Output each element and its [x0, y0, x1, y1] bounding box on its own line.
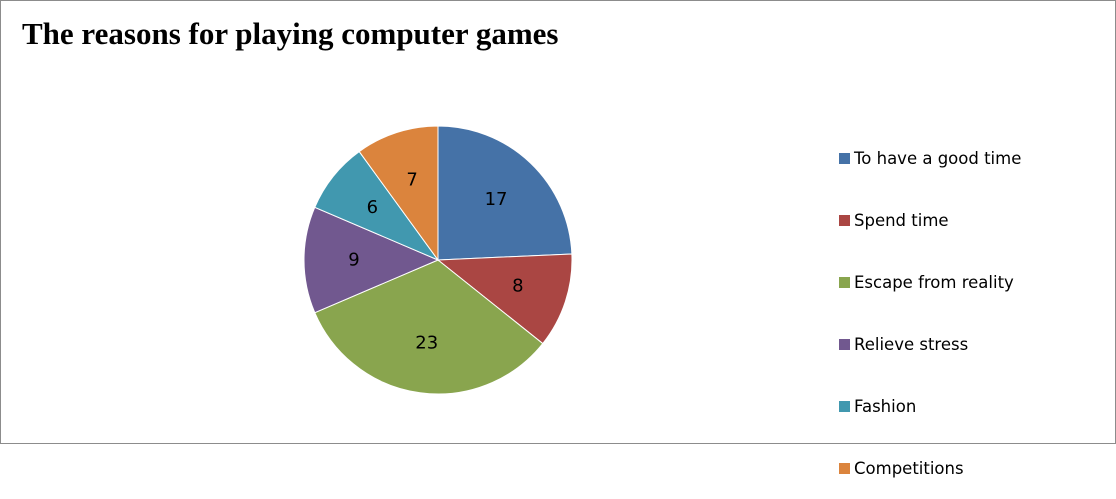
legend-label: Escape from reality: [854, 272, 1014, 292]
chart-legend: To have a good time Spend time Escape from…: [839, 127, 1021, 499]
pie-slice-competitions: [358, 125, 439, 262]
legend-swatch: [839, 462, 850, 474]
data-label-relieve-stress: 9: [348, 250, 359, 271]
chart-title: The reasons for playing computer games: [22, 16, 559, 51]
legend-swatch: [839, 214, 850, 226]
legend-item-escape-from-reality: Escape from reality: [839, 251, 1021, 313]
legend-swatch: [839, 276, 850, 288]
data-label-fashion: 6: [367, 197, 378, 218]
legend-item-spend-time: Spend time: [839, 189, 1021, 251]
data-label-competitions: 7: [406, 170, 417, 191]
legend-label: Spend time: [854, 210, 949, 230]
data-label-spend-time: 8: [512, 275, 523, 296]
pie-slice-spend-time: [436, 253, 573, 345]
legend-item-relieve-stress: Relieve stress: [839, 313, 1021, 375]
pie-slice-to-have-a-good-time: [437, 125, 573, 261]
data-label-to-have-a-good-time: 17: [485, 189, 508, 210]
legend-label: To have a good time: [854, 148, 1022, 168]
legend-item-competitions: Competitions: [839, 437, 1021, 499]
legend-swatch: [839, 152, 850, 164]
chart-area: The reasons for playing computer games 1…: [0, 0, 1116, 478]
pie-chart: 17 8 23 9 6 7: [303, 125, 573, 395]
legend-label: Fashion: [854, 396, 917, 416]
data-label-escape-from-reality: 23: [415, 333, 438, 354]
legend-swatch: [839, 338, 850, 350]
pie-slice-relieve-stress: [303, 206, 440, 314]
legend-label: Competitions: [854, 458, 964, 478]
legend-label: Relieve stress: [854, 334, 969, 354]
pie-slice-escape-from-reality: [314, 259, 544, 395]
legend-swatch: [839, 400, 850, 412]
legend-item-fashion: Fashion: [839, 375, 1021, 437]
legend-item-to-have-a-good-time: To have a good time: [839, 127, 1021, 189]
